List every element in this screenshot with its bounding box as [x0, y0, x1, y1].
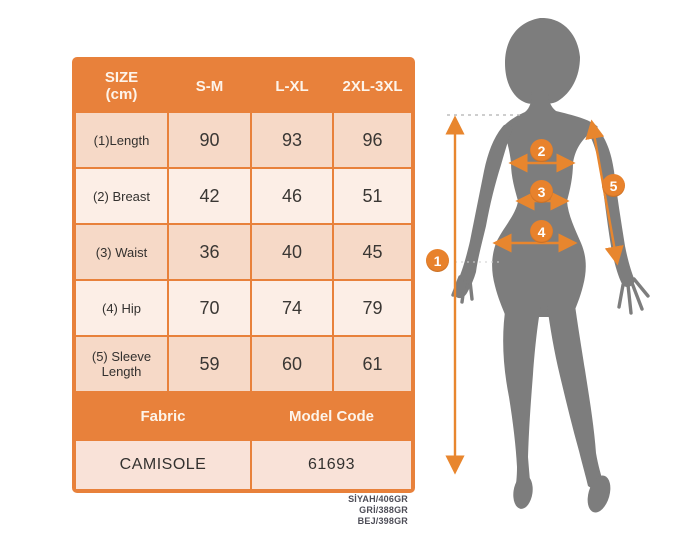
sleeve-lxl: 60: [252, 337, 332, 391]
hip-2xl3xl: 79: [334, 281, 411, 335]
column-header-sm: S-M: [169, 61, 250, 111]
measurement-figure: [420, 5, 660, 530]
column-header-lxl: L-XL: [252, 61, 332, 111]
size-unit-header: SIZE (cm): [76, 61, 167, 111]
hip-lxl: 74: [252, 281, 332, 335]
marker-2-breast: 2: [530, 139, 553, 162]
size-chart-table: SIZE (cm) S-M L-XL 2XL-3XL (1)Length 90 …: [72, 57, 415, 493]
waist-sm: 36: [169, 225, 250, 279]
waist-2xl3xl: 45: [334, 225, 411, 279]
fabric-weight-notes: SİYAH/406GR GRİ/388GR BEJ/398GR: [296, 494, 408, 527]
note-gray-weight: GRİ/388GR: [359, 505, 408, 515]
row-label-sleeve-length: (5) Sleeve Length: [76, 337, 167, 391]
note-black-weight: SİYAH/406GR: [348, 494, 408, 504]
fabric-value: CAMISOLE: [76, 441, 250, 489]
hip-sm: 70: [169, 281, 250, 335]
length-lxl: 93: [252, 113, 332, 167]
length-2xl3xl: 96: [334, 113, 411, 167]
marker-3-waist: 3: [530, 180, 553, 203]
length-sm: 90: [169, 113, 250, 167]
model-code-header: Model Code: [252, 393, 411, 439]
breast-2xl3xl: 51: [334, 169, 411, 223]
sleeve-2xl3xl: 61: [334, 337, 411, 391]
female-silhouette: [451, 18, 650, 513]
sleeve-sm: 59: [169, 337, 250, 391]
column-header-2xl3xl: 2XL-3XL: [334, 61, 411, 111]
waist-lxl: 40: [252, 225, 332, 279]
breast-sm: 42: [169, 169, 250, 223]
row-label-breast: (2) Breast: [76, 169, 167, 223]
marker-1-length: 1: [426, 249, 449, 272]
row-label-waist: (3) Waist: [76, 225, 167, 279]
row-label-hip: (4) Hip: [76, 281, 167, 335]
female-silhouette-diagram: [445, 18, 650, 513]
breast-lxl: 46: [252, 169, 332, 223]
fabric-header: Fabric: [76, 393, 250, 439]
marker-4-hip: 4: [530, 220, 553, 243]
model-code-value: 61693: [252, 441, 411, 489]
note-beige-weight: BEJ/398GR: [357, 516, 408, 526]
marker-5-sleeve: 5: [602, 174, 625, 197]
row-label-length: (1)Length: [76, 113, 167, 167]
